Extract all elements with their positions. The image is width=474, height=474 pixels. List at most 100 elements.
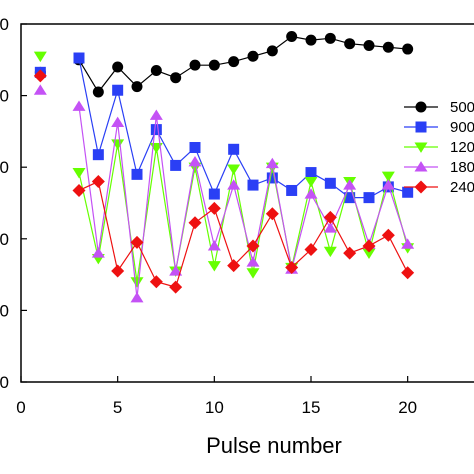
data-point: [227, 179, 241, 190]
legend-label: 500: [450, 99, 474, 116]
data-point: [286, 184, 298, 196]
legend-item-900: 900: [404, 119, 474, 136]
data-point: [323, 210, 337, 224]
data-point: [304, 176, 318, 188]
data-point: [402, 186, 414, 198]
data-point: [266, 45, 278, 57]
plot-frame: [20, 23, 474, 383]
data-point: [130, 277, 144, 288]
series-900: [34, 52, 414, 204]
x-tick-label: 10: [205, 398, 224, 417]
data-point: [111, 139, 125, 150]
data-point: [305, 34, 317, 46]
data-point: [265, 157, 279, 169]
series-line-180: [78, 106, 409, 298]
series-120: [33, 51, 415, 288]
data-point: [324, 177, 336, 189]
legend-item-120: 120: [404, 139, 474, 156]
data-point: [169, 265, 183, 276]
data-point: [247, 50, 259, 62]
data-point: [170, 159, 182, 171]
data-point: [130, 235, 144, 249]
legend-item-500: 500: [404, 99, 474, 116]
series-240: [33, 69, 415, 294]
data-point: [208, 188, 220, 200]
data-point: [246, 268, 260, 279]
data-point: [324, 32, 336, 44]
data-point: [362, 248, 376, 259]
data-point: [227, 259, 241, 273]
data-point: [246, 256, 260, 267]
data-point: [111, 116, 125, 127]
data-point: [363, 39, 375, 51]
data-point: [112, 84, 124, 96]
data-point: [189, 59, 201, 71]
data-point: [228, 56, 240, 68]
data-point: [247, 179, 259, 191]
legend: 500 900 120 180 240: [404, 99, 474, 196]
data-point: [169, 280, 183, 294]
y-tick-label: 0: [0, 373, 9, 392]
data-point: [131, 81, 143, 93]
series-line-900: [78, 57, 408, 199]
legend-item-180: 180: [404, 159, 474, 176]
legend-label: 180: [450, 159, 474, 176]
data-point: [33, 69, 47, 83]
data-point: [362, 239, 376, 253]
data-point: [381, 228, 395, 242]
legend-marker: [415, 121, 427, 133]
data-point: [72, 183, 86, 197]
legend-marker: [414, 142, 428, 153]
data-point: [92, 86, 104, 98]
legend-label: 900: [450, 119, 474, 136]
data-point: [207, 261, 221, 272]
data-point: [72, 168, 86, 179]
data-point: [208, 59, 220, 71]
y-tick-label: 0: [0, 158, 9, 177]
data-point: [111, 264, 125, 278]
data-point: [382, 41, 394, 53]
data-point: [33, 51, 47, 63]
data-point: [323, 222, 337, 233]
data-point: [343, 179, 357, 190]
data-point: [92, 149, 104, 161]
data-point: [207, 201, 221, 215]
data-point: [265, 207, 279, 221]
y-tick-label: 0: [0, 15, 9, 34]
y-tick-label: 0: [0, 301, 9, 320]
data-point: [130, 292, 144, 303]
data-point: [33, 84, 47, 95]
data-point: [323, 246, 337, 258]
legend-label: 120: [450, 139, 474, 156]
data-point: [286, 31, 298, 43]
data-point: [246, 239, 260, 253]
data-point: [285, 260, 299, 274]
data-point: [91, 247, 105, 258]
data-point: [305, 167, 317, 179]
data-point: [401, 238, 415, 249]
data-point: [381, 179, 395, 190]
data-point: [131, 168, 143, 180]
y-tick-label: 0: [0, 230, 9, 249]
data-point: [401, 266, 415, 280]
data-point: [381, 171, 395, 182]
data-point: [91, 175, 105, 189]
x-tick-label: 0: [16, 398, 25, 417]
y-tick-label: 0: [0, 87, 9, 106]
data-point: [188, 216, 202, 230]
data-point: [228, 143, 240, 155]
data-point: [363, 192, 375, 204]
x-tick-label: 20: [398, 398, 417, 417]
data-point: [227, 164, 241, 175]
data-point: [150, 65, 162, 77]
data-point: [188, 155, 202, 167]
plot-area: [33, 31, 415, 303]
data-point: [304, 243, 318, 257]
data-point: [207, 240, 221, 251]
legend-item-240: 240: [404, 179, 474, 196]
data-point: [73, 52, 85, 64]
legend-label: 240: [450, 179, 474, 196]
legend-marker: [414, 180, 428, 194]
x-tick-label: 5: [113, 398, 122, 417]
